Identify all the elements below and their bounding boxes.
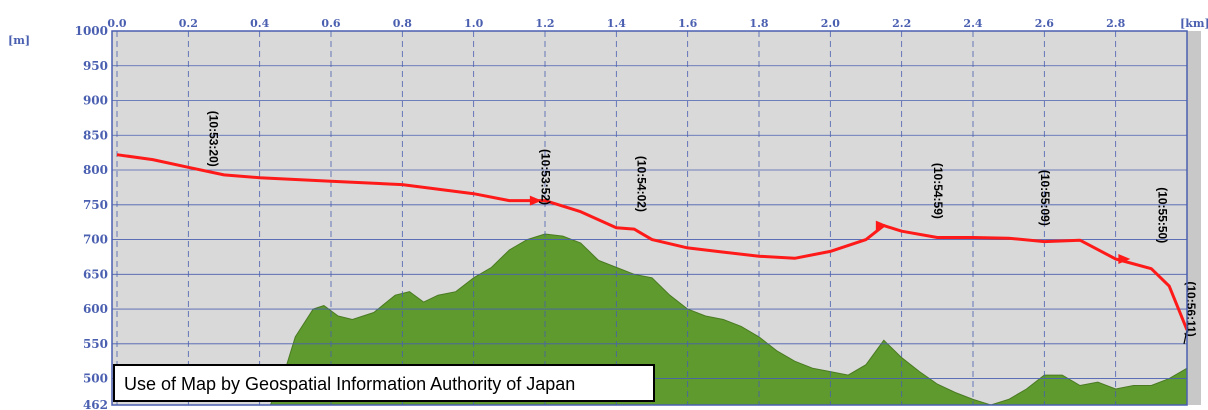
y-tick-label: 550 (83, 337, 108, 351)
y-tick-label: 900 (83, 94, 108, 108)
x-tick-label: 0.0 (107, 17, 126, 30)
time-annotation: (10:53:52) (538, 149, 552, 205)
y-tick-label: 600 (83, 302, 108, 316)
time-annotation: (10:54:59) (931, 163, 945, 219)
y-tick-label: 950 (83, 59, 108, 73)
x-tick-label: 1.6 (678, 17, 697, 30)
time-annotation: (10:54:02) (635, 156, 649, 212)
terrain-outline (269, 233, 1188, 406)
y-tick-label: 800 (83, 163, 108, 177)
y-tick-label: 700 (83, 233, 108, 247)
plot-border (111, 30, 1188, 406)
direction-arrow (1118, 254, 1131, 265)
x-tick-label: 2.4 (963, 17, 982, 30)
x-tick-label: 0.8 (393, 17, 412, 30)
x-tick-label: 1.8 (749, 17, 768, 30)
direction-arrow (875, 220, 888, 231)
x-tick-label: 1.4 (607, 17, 626, 30)
x-axis-unit-label: [km] (1180, 17, 1208, 30)
x-tick-label: 2.2 (892, 17, 911, 30)
time-annotation: (10:55:50) (1155, 187, 1169, 243)
y-tick-label: 462 (83, 398, 108, 410)
attribution-text: Use of Map by Geospatial Information Aut… (124, 374, 576, 394)
y-tick-label: 850 (83, 128, 108, 142)
y-tick-label: 500 (83, 372, 108, 386)
y-tick-label: 650 (83, 267, 108, 281)
x-tick-label: 0.6 (321, 17, 340, 30)
time-annotation: (10:55:09) (1038, 170, 1052, 226)
x-tick-label: 0.4 (250, 17, 269, 30)
attribution-box: Use of Map by Geospatial Information Aut… (113, 364, 655, 402)
y-tick-label: 750 (83, 198, 108, 212)
x-tick-label: 2.6 (1035, 17, 1054, 30)
terrain-area (270, 234, 1187, 405)
x-tick-label: 2.0 (821, 17, 840, 30)
x-tick-label: 1.0 (464, 17, 483, 30)
x-tick-label: 1.2 (535, 17, 554, 30)
flight-altitude-line (116, 153, 1189, 331)
y-tick-label: 1000 (75, 24, 108, 38)
direction-arrow (529, 195, 542, 206)
time-annotation: (10:53:20) (207, 111, 221, 167)
x-tick-label: 0.2 (179, 17, 198, 30)
x-tick-label: 2.8 (1106, 17, 1125, 30)
y-axis-unit-label: [m] (8, 34, 30, 47)
time-annotation: (10:56:11) (1184, 281, 1198, 336)
